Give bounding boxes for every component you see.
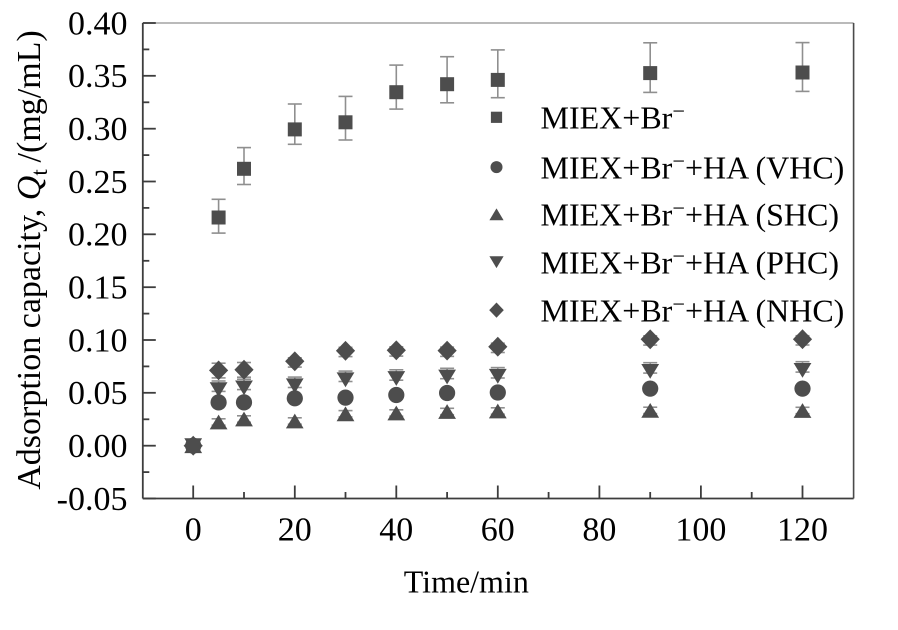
svg-text:Time/min: Time/min [404,564,529,600]
svg-text:0.10: 0.10 [68,322,128,359]
svg-text:0.05: 0.05 [68,375,128,412]
svg-text:80: 80 [582,512,616,549]
svg-text:0.35: 0.35 [68,58,128,95]
svg-text:Adsorption capacity, Qt /(mg/m: Adsorption capacity, Qt /(mg/mL) [11,30,52,490]
svg-text:0.30: 0.30 [68,111,128,148]
svg-text:120: 120 [777,512,828,549]
svg-text:40: 40 [379,512,413,549]
svg-text:100: 100 [675,512,726,549]
svg-text:MIEX+Br−+HA (PHC): MIEX+Br−+HA (PHC) [541,243,840,280]
svg-text:MIEX+Br−+HA (SHC): MIEX+Br−+HA (SHC) [541,196,840,233]
svg-text:0.25: 0.25 [68,164,128,201]
svg-text:MIEX+Br−+HA (VHC): MIEX+Br−+HA (VHC) [541,148,845,185]
svg-text:0: 0 [185,512,202,549]
svg-text:0.40: 0.40 [68,5,128,42]
svg-text:60: 60 [481,512,515,549]
svg-text:-0.05: -0.05 [57,481,128,518]
svg-text:0.15: 0.15 [68,270,128,307]
svg-text:0.20: 0.20 [68,217,128,254]
svg-text:0.00: 0.00 [68,428,128,465]
svg-text:MIEX+Br−+HA (NHC): MIEX+Br−+HA (NHC) [541,291,845,328]
svg-text:20: 20 [278,512,312,549]
svg-text:MIEX+Br−: MIEX+Br− [541,99,685,136]
